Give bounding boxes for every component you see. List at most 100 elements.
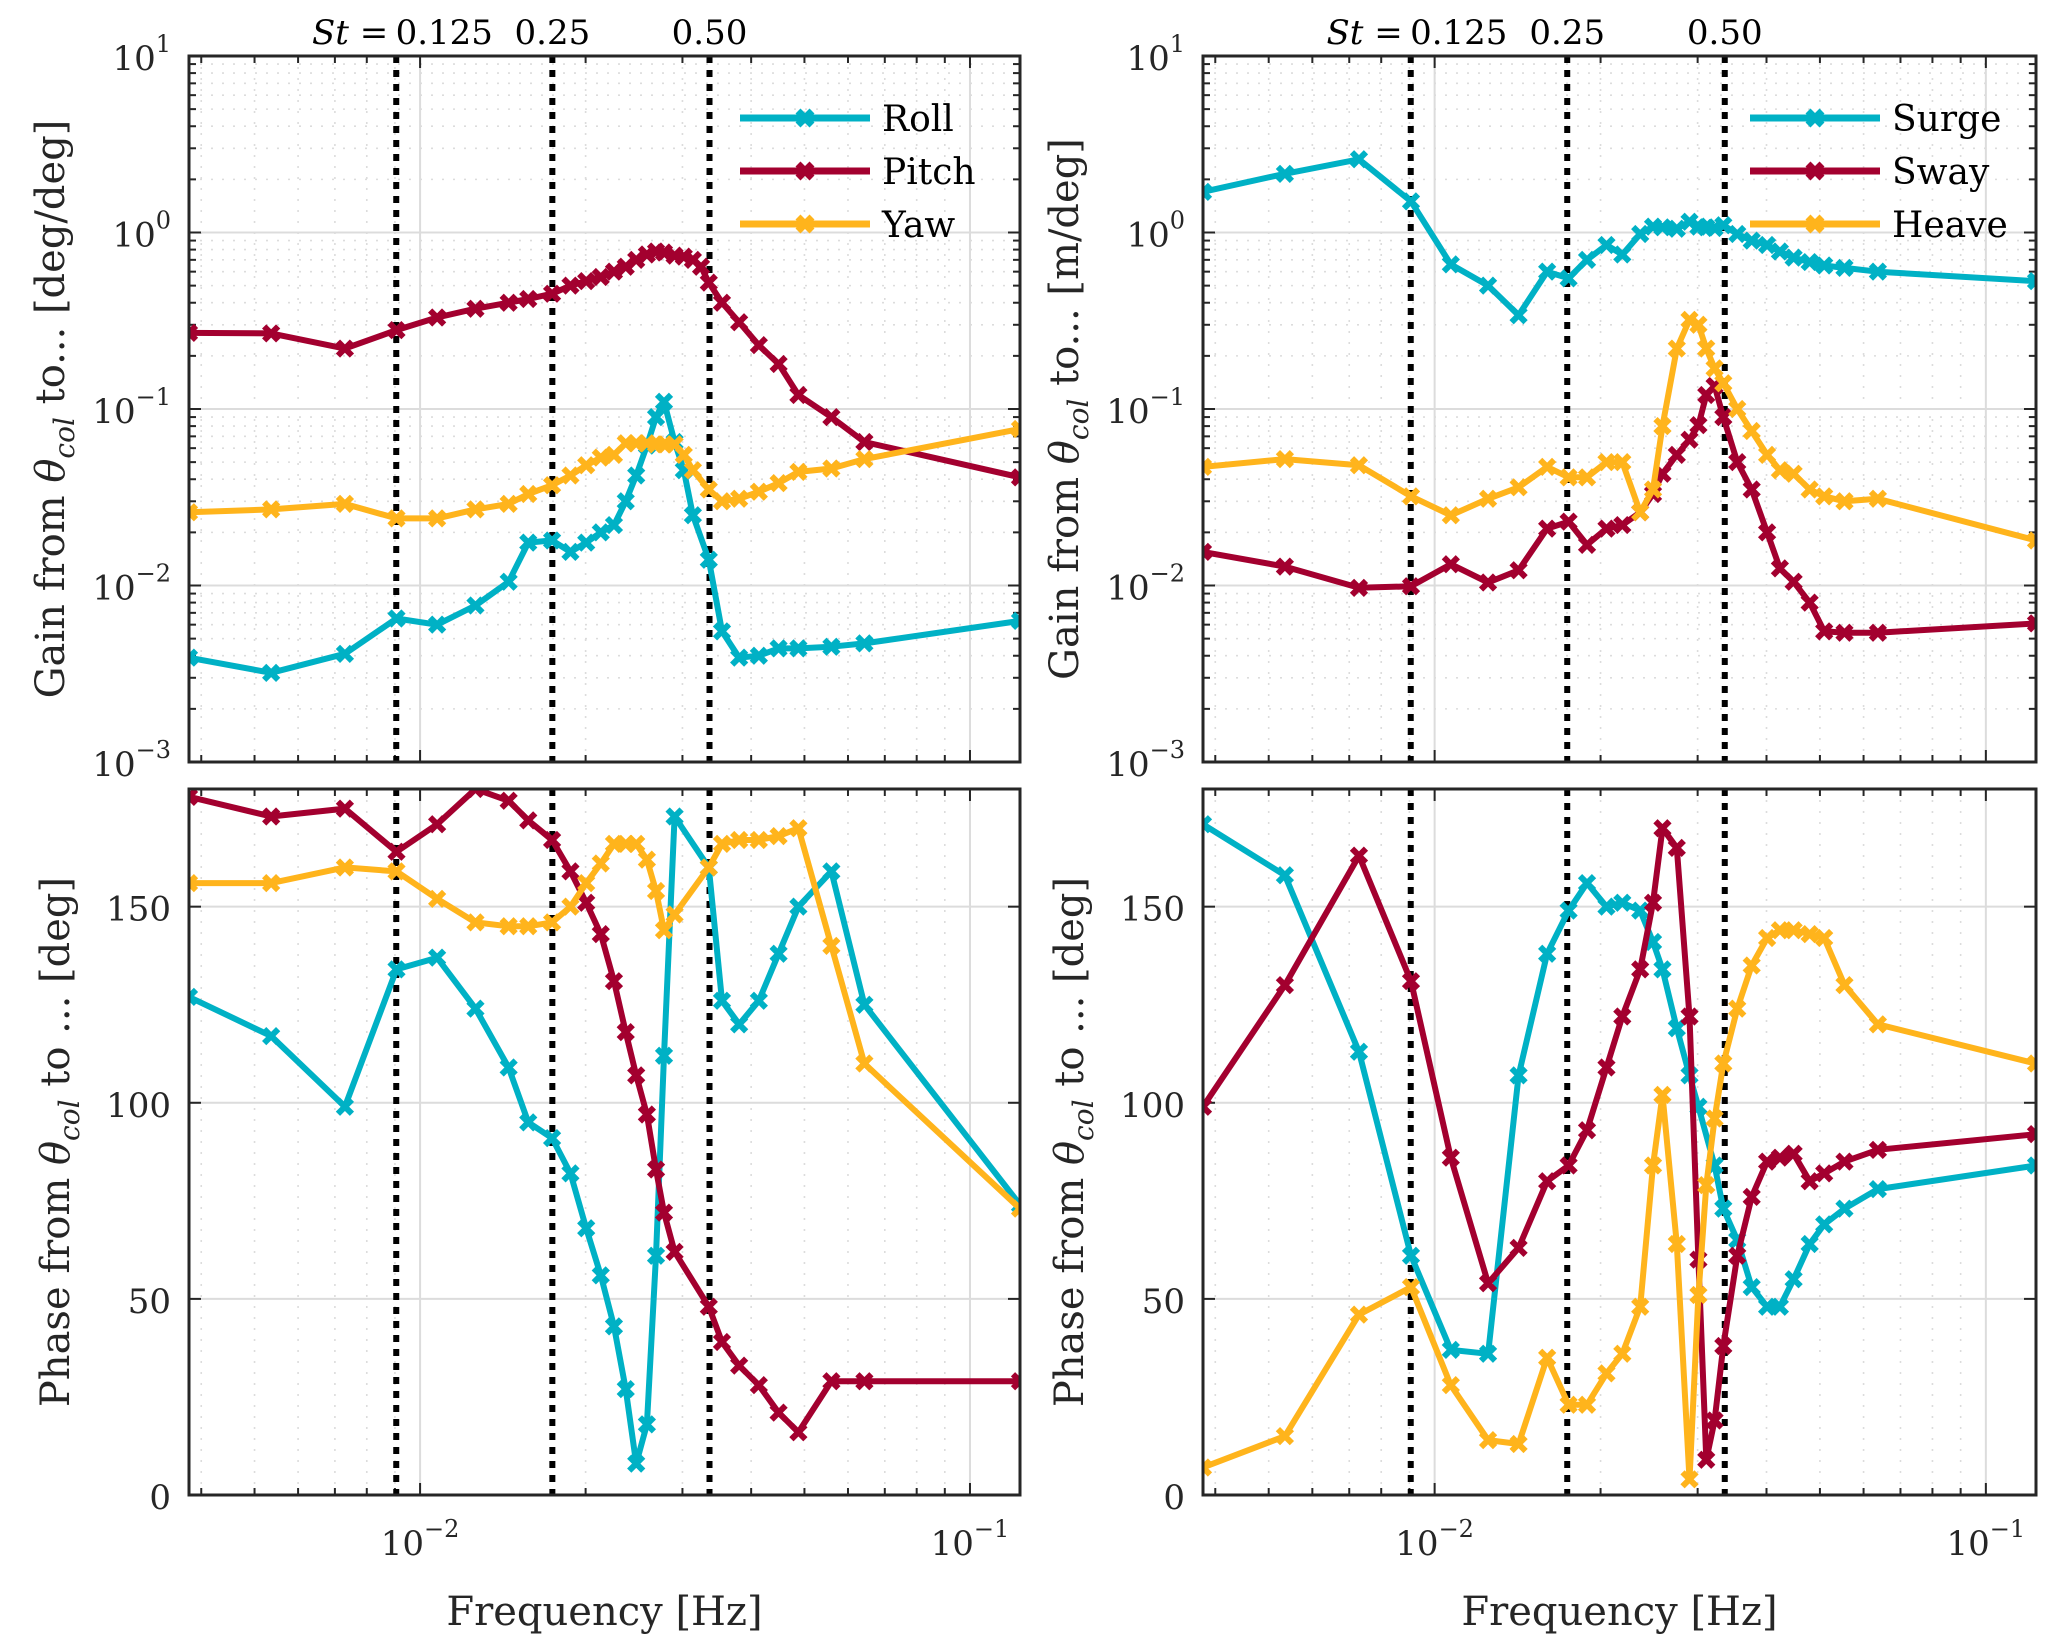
data-point-heave [1835,492,1854,511]
data-point-surge [2026,272,2036,291]
data-point-pitch [561,862,580,881]
data-point-pitch [428,815,447,834]
data-point-heave [1680,1470,1699,1489]
data-point-surge [1800,1234,1819,1254]
data-point-roll [591,1266,610,1285]
data-point-sway [1742,480,1761,499]
data-point-pitch [519,811,538,830]
data-point-yaw [428,889,447,908]
data-point-roll [428,948,447,967]
data-point-heave [2026,1054,2036,1073]
data-point-pitch [1010,1372,1020,1391]
panel-rotational-gain: 10−3 10−2 10−1 100 101 Gain from θcol to... [… [28,13,1022,785]
data-point-sway [1643,893,1663,912]
data-point-pitch [466,789,485,799]
data-point-pitch [769,354,788,374]
legend-item-pitch: Pitch [740,152,976,193]
data-point-heave [1689,1285,1708,1305]
data-point-pitch [577,893,596,912]
data-point-yaw [646,881,666,901]
data-point-surge [1868,262,1888,281]
data-point-heave [1509,478,1528,497]
data-point-yaw [665,905,684,924]
data-point-roll [189,987,199,1007]
legend-label: Yaw [881,205,955,246]
data-point-yaw [789,819,808,838]
x-axis-label: Frequency [Hz] [446,1589,762,1635]
data-point-heave [1577,468,1597,487]
data-point-pitch [789,385,808,405]
data-point-yaw [674,445,693,464]
data-point-heave [1770,461,1790,480]
data-point-sway [1667,838,1686,857]
data-point-yaw [683,461,703,480]
strouhal-label: 0.25 [515,13,591,53]
data-point-sway [1742,1187,1761,1207]
data-point-yaw [769,474,788,493]
data-point-pitch [499,791,518,810]
data-point-surge [1577,250,1597,269]
data-point-pitch [822,407,841,427]
data-point-heave [1478,1430,1498,1450]
data-point-heave [1653,416,1672,436]
data-point-heave [1613,453,1632,472]
x-tick-label: 10−1 [1947,1515,2026,1564]
data-point-sway [1800,593,1819,612]
data-point-yaw [789,462,808,482]
data-point-surge [1441,255,1460,274]
data-point-yaw [519,484,538,504]
data-point-pitch [691,257,711,276]
data-point-yaw [387,509,406,528]
y-tick-label: 100 [112,207,171,256]
data-point-pitch [604,262,624,281]
data-point-sway [1680,1007,1699,1026]
data-point-yaw [335,858,355,877]
data-point-sway [1728,1246,1747,1265]
data-point-heave [1275,450,1295,469]
data-point-surge [1631,901,1650,920]
data-point-roll [616,1379,635,1399]
data-point-roll [499,1058,518,1077]
data-point-pitch [428,308,447,327]
panel-rotational-phase: 0 50 100 150 10−2 10−1 Frequency [Hz] Phase fro… [33,787,1022,1635]
data-point-pitch [542,284,562,303]
data-point-roll [577,1219,596,1238]
data-point-pitch [189,789,199,806]
grid [1203,789,2036,1496]
data-point-heave [1441,506,1460,525]
data-point-roll [591,523,610,542]
data-point-sway [1815,1164,1834,1183]
axes-box [187,787,1022,1497]
data-point-sway [1757,523,1777,542]
y-axis-label: Phase from θcol to ... [deg] [1047,877,1100,1407]
data-point-surge [1401,1246,1421,1265]
y-tick-label: 50 [1142,1282,1185,1322]
data-point-roll [604,1317,624,1336]
data-point-heave [1705,359,1724,378]
data-point-surge [1349,1042,1369,1061]
strouhal-prefix: St = [1326,13,1402,53]
data-point-heave [1559,1395,1578,1414]
y-tick-label: 10−2 [92,560,171,609]
data-point-pitch [591,925,610,944]
data-point-sway [1770,1148,1790,1167]
data-point-heave [1784,464,1803,483]
data-point-yaw [749,830,768,850]
data-point-roll [646,1246,666,1265]
data-point-roll [769,944,788,963]
data-point-heave [2026,531,2036,550]
data-point-surge [1728,224,1747,244]
y-tick-label: 101 [1126,30,1185,79]
data-point-heave [1835,975,1854,995]
series-line-heave [1203,316,2036,544]
data-point-sway [1349,846,1369,865]
data-point-surge [1441,1340,1460,1360]
data-point-roll [665,807,684,826]
data-point-roll [789,639,808,658]
data-point-pitch [519,289,538,309]
data-point-yaw [822,936,841,956]
data-point-yaw [499,917,518,936]
legend-marker [1805,161,1825,181]
data-point-surge [1653,218,1672,237]
